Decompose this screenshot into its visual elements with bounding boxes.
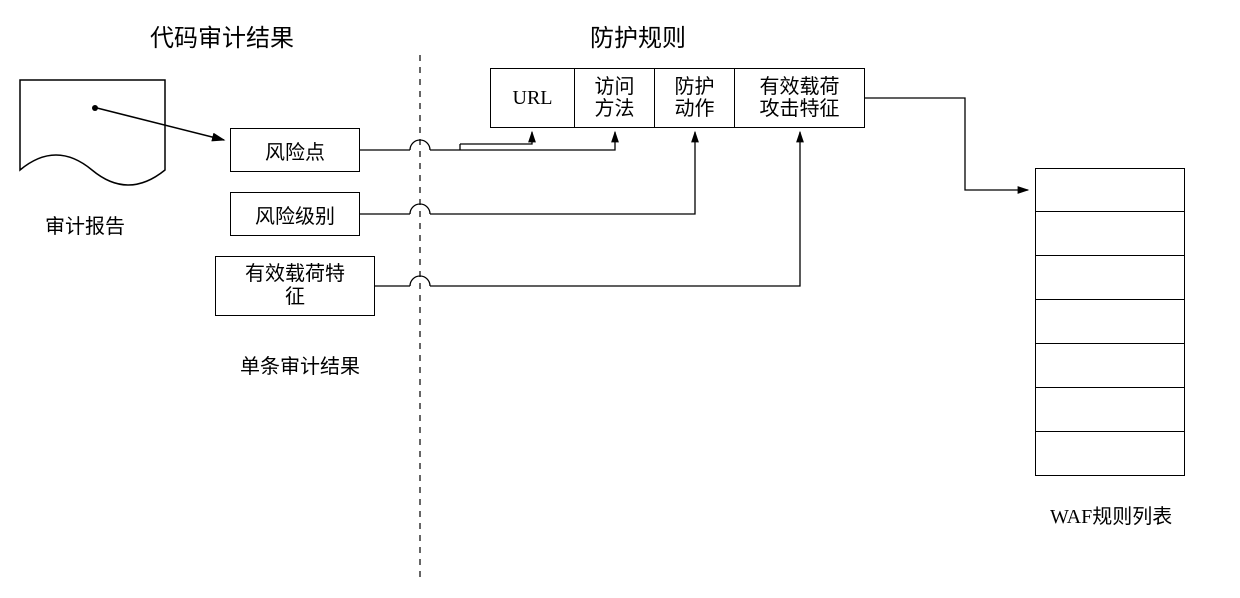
waf-row [1035, 168, 1185, 212]
rule-cell-protect-action: 防护 动作 [655, 68, 735, 128]
waf-row [1035, 432, 1185, 476]
audit-report-label: 审计报告 [45, 210, 125, 239]
waf-row [1035, 256, 1185, 300]
section-title-left: 代码审计结果 [150, 18, 294, 53]
single-audit-caption: 单条审计结果 [240, 350, 360, 379]
rule-cell-access-method: 访问 方法 [575, 68, 655, 128]
rule-cell-access-line2: 方法 [595, 98, 635, 120]
rule-cell-url-label: URL [513, 87, 553, 110]
section-title-right: 防护规则 [590, 18, 686, 53]
rule-cell-payload-line2: 攻击特征 [760, 98, 840, 120]
waf-caption: WAF规则列表 [1050, 500, 1172, 529]
waf-row [1035, 212, 1185, 256]
audit-box-payload-feature: 有效载荷特 征 [215, 256, 375, 316]
audit-box-risk-level: 风险级别 [230, 192, 360, 236]
waf-row [1035, 388, 1185, 432]
waf-row [1035, 300, 1185, 344]
rule-cell-access-line1: 访问 [595, 76, 635, 98]
rule-cell-action-line1: 防护 [675, 76, 715, 98]
audit-box-payload-line1: 有效载荷特 [245, 263, 345, 286]
audit-box-risk-point-label: 风险点 [265, 136, 325, 165]
rule-cell-url: URL [490, 68, 575, 128]
rule-cell-payload-line1: 有效载荷 [760, 76, 840, 98]
audit-box-payload-line2: 征 [285, 286, 305, 309]
rule-cell-payload-attack: 有效载荷 攻击特征 [735, 68, 865, 128]
audit-box-risk-level-label: 风险级别 [255, 200, 335, 229]
audit-box-risk-point: 风险点 [230, 128, 360, 172]
waf-table [1035, 168, 1185, 476]
waf-row [1035, 344, 1185, 388]
rule-cell-action-line2: 动作 [675, 98, 715, 120]
